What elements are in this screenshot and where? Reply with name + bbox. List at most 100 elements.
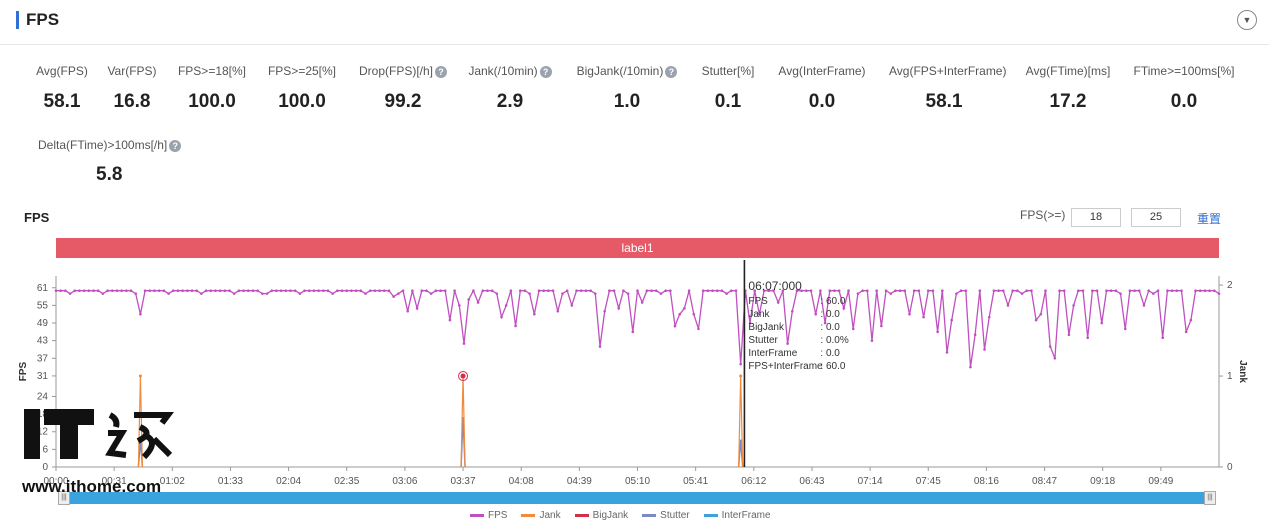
metric-label: Avg(FPS) [36,64,88,78]
x-tick-label: 04:39 [567,476,592,487]
fps-point [692,312,696,316]
x-tick-label: 00:31 [102,476,127,487]
legend-item[interactable]: InterFrame [703,510,771,521]
metric-label: Avg(FPS+InterFrame) [889,64,1007,78]
fps-point [941,289,944,292]
fps-point [326,289,330,292]
x-tick-label: 04:08 [509,476,534,487]
metric-card: Delta(FTime)>100ms[/h]? 5.8 [38,138,208,186]
fps-point [359,289,363,292]
legend-label: FPS [488,510,508,521]
fps-point [284,289,288,292]
tooltip-key: InterFrame [748,348,797,359]
help-icon[interactable]: ? [169,139,182,152]
metric-value: 99.2 [384,91,422,112]
fps-point [204,289,208,292]
tooltip-value: : 60.0 [820,361,845,372]
label-band[interactable]: label1 [56,238,1219,258]
fps-point [472,289,475,292]
fps-point [1062,289,1066,292]
help-icon[interactable]: ? [435,65,447,78]
metric-card: Avg(FTime)[ms] 17.2 [1013,64,1123,113]
fps-point [1095,289,1099,292]
fps-point [734,289,738,292]
fps-point [481,289,485,292]
scroll-handle-right[interactable]: ||| [1204,491,1216,505]
threshold-input-1[interactable]: 18 [1071,208,1121,227]
legend-item[interactable]: Stutter [642,510,690,521]
fps-point [814,312,818,316]
fps-point [636,289,639,292]
legend-item[interactable]: BigJank [574,510,629,521]
fps-point [659,292,663,295]
x-tick-label: 07:45 [916,476,941,487]
fps-point [1119,292,1122,295]
fps-point [495,292,499,295]
fps-point [1100,321,1104,325]
fps-point [298,292,302,295]
tooltip-value: : 0.0% [820,335,848,346]
fps-point [518,289,522,292]
zoom-scrollbar[interactable] [58,492,1216,504]
fps-point [1166,289,1169,292]
fps-point [209,289,213,292]
fps-point [847,289,850,292]
threshold-input-2[interactable]: 25 [1131,208,1181,227]
fps-point [809,289,813,292]
help-icon[interactable]: ? [539,65,552,78]
fps-point [59,289,62,292]
x-tick-label: 06:43 [799,476,824,487]
fps-point [551,289,555,292]
metric-label: Stutter[%] [701,64,755,78]
fps-point [1001,289,1005,292]
fps-point [190,289,194,292]
jank-spike [738,376,744,468]
metric-value: 2.9 [496,91,524,112]
fps-point [565,289,569,292]
legend-label: BigJank [592,510,629,521]
fps-point [364,292,367,295]
fps-point [467,298,470,301]
fps-point [439,289,442,292]
fps-point [378,289,381,292]
x-tick-label: 05:41 [683,476,708,487]
help-icon[interactable]: ? [665,65,678,78]
reset-button[interactable]: 重置 [1197,212,1222,226]
fps-point [575,289,578,292]
x-tick-label: 09:18 [1090,476,1115,487]
y-tick-label: 24 [37,391,49,402]
fps-point [434,289,438,292]
fps-point [54,289,58,292]
y2-tick-label: 0 [1227,462,1233,473]
fps-point [945,351,949,354]
fps-point [1006,304,1010,307]
metric-card: FPS>=25[%] 100.0 [247,64,357,113]
fps-point [1161,336,1165,340]
fps-point [725,292,728,295]
legend-swatch [642,513,657,517]
fps-point [631,330,635,334]
fps-point [218,289,222,292]
scroll-handle-left[interactable]: ||| [58,491,70,505]
fps-point [711,289,714,292]
legend-item[interactable]: Jank [521,510,561,521]
metric-value: 0.0 [808,91,836,112]
fps-point [1067,333,1071,337]
watermark-url: www.ithome.com [22,477,162,496]
fps-point [533,312,536,316]
fps-point [232,292,236,295]
fps-point [401,289,405,292]
y-tick-label: 49 [37,318,49,329]
fps-point [462,342,466,345]
legend-item[interactable]: FPS [470,510,507,521]
x-tick-label: 09:49 [1148,476,1173,487]
fps-point [1170,289,1174,292]
fps-point [425,289,428,292]
fps-point [528,292,531,295]
fps-point [898,289,902,292]
metric-label: Jank(/10min)? [455,64,565,78]
fps-point [1077,289,1080,292]
y-tick-label: 37 [37,353,49,364]
chevron-down-icon[interactable]: ▼ [1237,10,1257,30]
